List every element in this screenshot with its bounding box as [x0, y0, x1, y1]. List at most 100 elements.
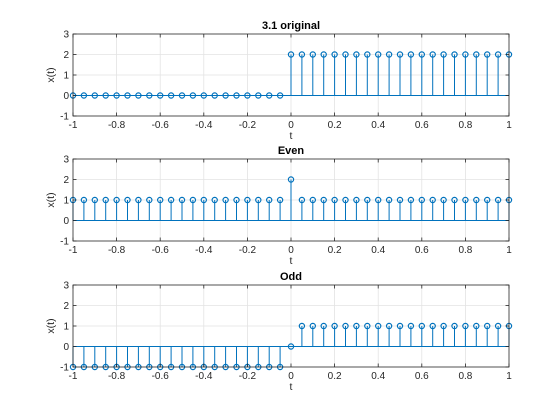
stem-marker	[451, 196, 458, 204]
stem-marker	[102, 196, 109, 204]
x-tick-label: -1	[69, 120, 78, 131]
stem-marker	[244, 92, 251, 99]
stem-marker	[473, 196, 480, 204]
x-tick-label: 0.2	[328, 371, 342, 382]
stem-marker	[135, 196, 142, 204]
stem-marker	[287, 343, 295, 350]
y-tick-label: 1	[63, 322, 69, 333]
stem-marker	[266, 196, 273, 204]
stem-marker	[451, 322, 458, 330]
x-tick-label: 0.8	[458, 120, 472, 131]
stem-marker	[309, 196, 316, 204]
stem-marker	[178, 92, 186, 99]
x-tick-label: -0.4	[195, 371, 213, 382]
stem-marker	[385, 322, 393, 330]
y-tick-label: 0	[63, 216, 69, 227]
stem-marker	[429, 196, 436, 204]
stem-marker	[102, 92, 109, 99]
stem-marker	[276, 196, 284, 204]
stem-marker	[364, 322, 371, 330]
stem-marker	[407, 196, 415, 204]
x-tick-label: 0.4	[371, 371, 385, 382]
stem-marker	[124, 196, 131, 204]
stem-marker	[91, 196, 99, 204]
y-tick-label: -1	[60, 112, 69, 123]
stem-marker	[298, 322, 306, 330]
x-tick-label: -0.6	[152, 120, 170, 131]
x-tick-label: 0	[288, 245, 294, 256]
y-tick-label: 2	[63, 175, 69, 186]
stem-marker	[418, 51, 425, 58]
y-tick-label: 3	[63, 281, 69, 292]
stem-marker	[494, 196, 502, 204]
x-tick-label: -0.2	[239, 371, 257, 382]
stem-marker	[255, 92, 262, 99]
x-tick-label: -1	[69, 245, 78, 256]
x-tick-label: 0.6	[415, 245, 429, 256]
stem-marker	[189, 92, 197, 99]
stem-marker	[473, 51, 480, 58]
stem-marker	[200, 92, 207, 99]
stem-marker	[342, 322, 349, 330]
stem-marker	[484, 51, 491, 58]
stem-marker	[440, 51, 447, 58]
x-tick-label: -0.4	[195, 120, 213, 131]
stem-marker	[266, 92, 273, 99]
stem-marker	[91, 92, 99, 99]
stem-marker	[320, 196, 327, 204]
stem-marker	[385, 51, 393, 58]
stem-marker	[80, 92, 88, 99]
stem-series	[69, 51, 513, 99]
stem-marker	[418, 196, 425, 204]
stem-marker	[156, 196, 164, 204]
stem-marker	[451, 51, 458, 58]
stem-marker	[353, 51, 360, 58]
y-tick-label: 3	[63, 30, 69, 41]
stem-marker	[462, 51, 469, 58]
x-tick-label: 1	[506, 245, 512, 256]
x-tick-label: -0.6	[152, 371, 170, 382]
x-tick-label: 0.2	[328, 120, 342, 131]
stem-marker	[298, 196, 306, 204]
stem-marker	[331, 51, 338, 58]
stem-marker	[484, 322, 491, 330]
y-tick-label: 2	[63, 50, 69, 61]
stem-marker	[124, 92, 131, 99]
stem-marker	[222, 92, 229, 99]
stem-marker	[473, 322, 480, 330]
x-tick-label: -0.2	[239, 120, 257, 131]
stem-marker	[222, 196, 229, 204]
x-tick-label: 0	[288, 371, 294, 382]
stem-marker	[375, 51, 382, 58]
stem-marker	[484, 196, 491, 204]
stem-marker	[342, 51, 349, 58]
x-tick-label: 1	[506, 120, 512, 131]
stem-marker	[494, 51, 502, 58]
subplot-3: -1 -0.8 -0.6 -0.4 -0.2 0 0.2 0.4 0.6 0.8 1 -1 0 1 2 3 Od…	[45, 271, 512, 393]
stem-marker	[135, 92, 142, 99]
subplot-2: -1 -0.8 -0.6 -0.4 -0.2 0 0.2 0.4 0.6 0.8 1 -1 0 1 2 3 Ev…	[45, 145, 512, 267]
stem-marker	[353, 322, 360, 330]
stem-marker	[211, 92, 218, 99]
chart-title: 3.1 original	[262, 20, 320, 32]
chart-title: Odd	[280, 271, 302, 283]
y-axis-label: x(t)	[45, 67, 57, 82]
stem-marker	[418, 322, 425, 330]
stem-marker	[255, 196, 262, 204]
y-tick-label: 0	[63, 342, 69, 353]
x-tick-label: 0.8	[458, 245, 472, 256]
stem-marker	[429, 51, 436, 58]
x-tick-label: 0.6	[415, 371, 429, 382]
stem-marker	[331, 196, 338, 204]
stem-marker	[309, 322, 316, 330]
y-tick-label: 1	[63, 71, 69, 82]
stem-marker	[407, 51, 415, 58]
x-tick-label: 0.4	[371, 245, 385, 256]
y-tick-label: 3	[63, 155, 69, 166]
x-tick-label: -0.2	[239, 245, 257, 256]
y-axis-label: x(t)	[45, 318, 57, 333]
stem-marker	[298, 51, 306, 58]
stem-marker	[146, 196, 153, 204]
stem-marker	[113, 196, 120, 204]
stem-marker	[287, 51, 295, 58]
